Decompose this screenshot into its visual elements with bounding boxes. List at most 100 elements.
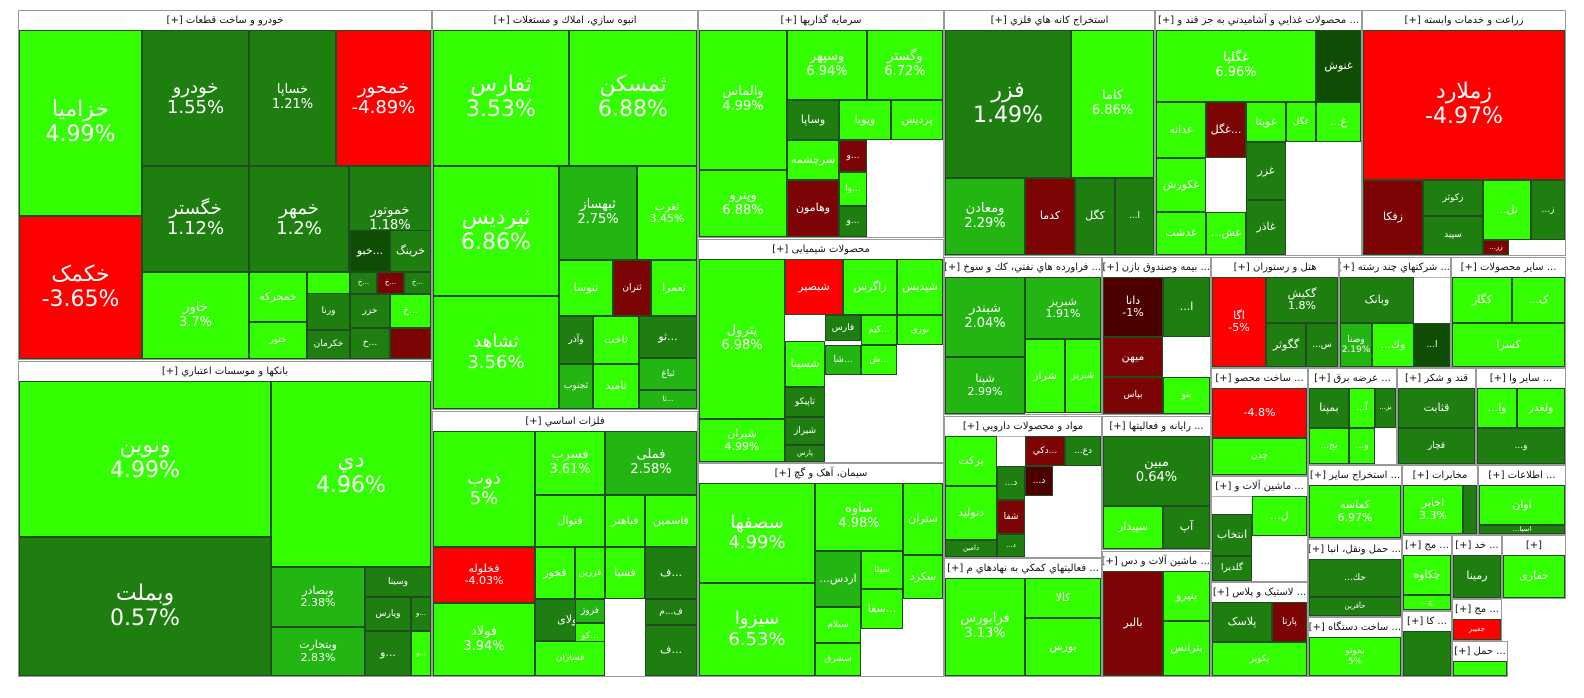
stock-tile[interactable]: سصفها 4.99% [699, 483, 815, 583]
stock-tile[interactable]: شراز [1025, 339, 1065, 413]
stock-tile[interactable]: غنوش [1316, 30, 1361, 102]
stock-tile[interactable]: شبندر 2.04% [945, 277, 1025, 357]
stock-tile[interactable]: ثفارس 3.53% [433, 30, 569, 166]
stock-tile[interactable]: خزامیا 4.99% [19, 30, 142, 216]
sector-header[interactable]: ... عرضه برق [+] [1309, 369, 1396, 389]
stock-tile[interactable]: شا... [825, 345, 861, 375]
sector-header[interactable]: ... اطلاعات [+] [1479, 466, 1565, 486]
stock-tile[interactable]: والماس 4.99% [699, 30, 787, 170]
stock-tile[interactable]: شپنا 2.99% [945, 357, 1025, 414]
sector-header[interactable]: ... سایر وا [+] [1477, 369, 1565, 389]
stock-tile[interactable]: خبو... [350, 230, 390, 272]
stock-tile[interactable]: رمینا [1453, 555, 1501, 598]
stock-tile[interactable]: دامين [945, 540, 997, 557]
stock-tile[interactable]: ثشاهد 3.56% [433, 296, 559, 409]
stock-tile[interactable]: بمپنا [1309, 388, 1349, 428]
sector-header[interactable]: قند و شکر [+] [1398, 369, 1475, 389]
stock-tile[interactable]: بموتو 5% [1309, 637, 1401, 676]
stock-tile[interactable]: بالبر [1103, 571, 1163, 676]
stock-tile[interactable]: شفا [997, 500, 1025, 534]
stock-tile[interactable]: خاور 3.7% [142, 272, 249, 359]
stock-tile[interactable]: ...غ [1316, 102, 1361, 142]
stock-tile[interactable]: کسرا [1452, 323, 1565, 367]
stock-tile[interactable]: فسرب 3.61% [535, 431, 605, 495]
stock-tile[interactable]: ثباغ [639, 358, 697, 390]
stock-tile[interactable]: ف... [645, 625, 697, 676]
sector-header[interactable]: ... ساخت محصو [+] [1212, 369, 1307, 389]
stock-tile[interactable]: و... [839, 140, 867, 172]
stock-tile[interactable]: فخلوله -4.03% [433, 547, 535, 603]
stock-tile[interactable]: ...ا [1115, 178, 1154, 255]
stock-tile[interactable]: ...تل [1483, 180, 1531, 240]
stock-tile[interactable]: مبین 0.64% [1103, 436, 1210, 506]
stock-tile[interactable]: اخابر 3.3% [1403, 485, 1463, 534]
stock-tile[interactable]: قثابت [1398, 388, 1475, 428]
stock-tile[interactable]: خ... [404, 272, 431, 294]
stock-tile[interactable]: ...و [1477, 428, 1565, 464]
stock-tile[interactable]: ...ک [1512, 277, 1565, 323]
stock-tile[interactable]: پارتا [1272, 602, 1307, 642]
stock-tile[interactable]: گگوثر [1266, 323, 1306, 367]
stock-tile[interactable]: بپاس [1103, 377, 1163, 414]
stock-tile[interactable]: ...ا [1163, 277, 1210, 337]
stock-tile[interactable]: کاما 6.86% [1071, 30, 1154, 178]
stock-tile[interactable]: بورس [1025, 618, 1101, 676]
sector-header[interactable]: ... استخراج سایر [+] [1309, 466, 1401, 486]
sector-header[interactable]: ... ماشین آلات و [+] [1212, 477, 1307, 497]
stock-tile[interactable]: ...اردس [815, 551, 861, 607]
stock-tile[interactable] [1463, 485, 1477, 534]
stock-tile[interactable]: ...حك [1309, 559, 1401, 597]
stock-tile[interactable]: و... [365, 631, 411, 676]
sector-header[interactable]: ... حمل ونقل، انبا [+] [1309, 540, 1401, 560]
stock-tile[interactable]: سفا... [861, 589, 903, 629]
stock-tile[interactable]: ف... [645, 547, 697, 599]
stock-tile[interactable]: غکورش [1156, 158, 1206, 212]
stock-tile[interactable] [390, 328, 431, 359]
stock-tile[interactable]: غدانه [1156, 102, 1206, 158]
stock-tile[interactable]: برکت [945, 436, 997, 486]
stock-tile[interactable]: غویتا [1246, 102, 1286, 142]
sector-header[interactable]: ... فعاليتهاي كمكي به نهادهاي م [+] [945, 559, 1101, 579]
stock-tile[interactable]: بنو [1163, 377, 1210, 414]
stock-tile[interactable]: میهن [1103, 337, 1163, 377]
stock-tile[interactable]: خکمک -3.65% [19, 216, 142, 359]
stock-tile[interactable]: غدشت [1156, 212, 1206, 255]
stock-tile[interactable]: دکي... [1025, 436, 1065, 466]
stock-tile[interactable]: کدما [1025, 178, 1075, 255]
sector-header[interactable]: محصولات شیمیایی [+] [699, 240, 943, 260]
stock-tile[interactable]: ...د [997, 534, 1025, 557]
stock-tile[interactable]: بترانس [1163, 621, 1210, 676]
stock-tile[interactable]: شپدیس [897, 259, 943, 315]
stock-tile[interactable]: غگلپا 6.96% [1156, 30, 1316, 102]
sector-header[interactable]: خودرو و ساخت قطعات [+] [19, 11, 431, 31]
stock-tile[interactable]: پردیس [891, 100, 943, 140]
stock-tile[interactable]: فرابورس 3.13% [945, 578, 1025, 676]
sector-header[interactable]: ... سایر محصولات [+] [1452, 258, 1565, 278]
stock-tile[interactable]: ثامید [593, 364, 639, 409]
sector-header[interactable]: ... ماشین آلات و دس [+] [1103, 552, 1210, 572]
stock-tile[interactable]: چکاوه [1403, 555, 1451, 595]
stock-tile[interactable]: فروژ [575, 599, 605, 623]
stock-tile[interactable]: ثپردیس 6.86% [433, 166, 559, 296]
stock-tile[interactable]: -4.8% [1212, 388, 1307, 438]
stock-tile[interactable]: بنیرو [1163, 571, 1210, 621]
stock-tile[interactable]: فولاد 3.94% [433, 603, 535, 676]
sector-header[interactable]: استخراج کانه هاي فلزي [+] [945, 11, 1154, 31]
sector-header[interactable]: ... مج [+] [1403, 536, 1451, 556]
sector-header[interactable]: مواد و محصولات دارويي [+] [945, 417, 1101, 437]
stock-tile[interactable]: وبتجارت 2.83% [271, 627, 365, 676]
stock-tile[interactable]: ستران [903, 483, 943, 555]
stock-tile[interactable]: ساوه 4.98% [815, 483, 903, 551]
stock-tile[interactable]: گکیش 1.8% [1266, 277, 1338, 323]
stock-tile[interactable]: حفاری [1503, 555, 1565, 598]
stock-tile[interactable]: ثتران [613, 260, 651, 316]
stock-tile[interactable]: سیتا [861, 551, 903, 589]
stock-tile[interactable]: ثمسکن 6.88% [569, 30, 697, 166]
stock-tile[interactable]: ...ا [1414, 323, 1450, 367]
stock-tile[interactable]: ف...م [645, 599, 697, 625]
sector-header[interactable]: هتل و رستوران [+] [1212, 258, 1338, 278]
stock-tile[interactable]: پترول 6.98% [699, 259, 785, 419]
stock-tile[interactable]: غگل [1286, 102, 1316, 142]
stock-tile[interactable]: چدن [1212, 438, 1307, 475]
stock-tile[interactable]: آپ [1163, 506, 1210, 549]
